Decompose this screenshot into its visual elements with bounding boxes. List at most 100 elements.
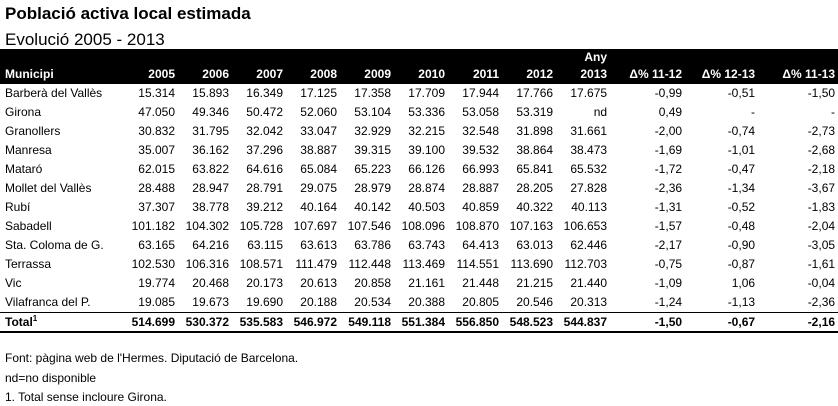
cell-value: 28.979: [354, 181, 391, 195]
cell-value: 33.047: [300, 124, 337, 138]
cell-value: 19.085: [138, 295, 175, 309]
cell-value: 20.858: [354, 276, 391, 290]
cell-value: -2,04: [807, 219, 836, 233]
cell-value: nd: [593, 105, 608, 119]
cell-value: 52.060: [300, 105, 337, 119]
header-col-7: 2011: [448, 65, 502, 84]
cell-value: -1,13: [727, 295, 756, 309]
cell-value: -0,52: [727, 200, 756, 214]
cell-value: 53.104: [354, 105, 391, 119]
cell-value: 65.532: [570, 162, 608, 176]
note-total: 1. Total sense incloure Girona.: [5, 390, 167, 404]
cell-value: 50.472: [246, 105, 283, 119]
cell-total-value: 549.118: [340, 312, 394, 333]
cell-value: -0,87: [727, 257, 756, 271]
cell-value: 31.898: [516, 124, 554, 138]
note-source: Font: pàgina web de l'Hermes. Diputació …: [5, 351, 299, 365]
cell-value: 107.163: [509, 219, 554, 233]
cell-municipi: Vic: [5, 276, 22, 290]
cell-value: 20.805: [462, 295, 499, 309]
cell-value: 27.828: [570, 181, 608, 195]
cell-value: -1,24: [654, 295, 683, 309]
cell-value: 29.075: [300, 181, 337, 195]
cell-value: 17.675: [570, 86, 608, 100]
cell-total-value: 548.523: [502, 312, 557, 333]
cell-value: -1,31: [654, 200, 683, 214]
header-col-9: 2013: [556, 65, 611, 84]
header-col-5: 2009: [340, 65, 394, 84]
cell-municipi: Manresa: [5, 143, 52, 157]
cell-value: 20.388: [408, 295, 445, 309]
cell-value: 37.296: [246, 143, 283, 157]
table-row: Vilafranca del P. 19.085 19.673 19.690 20.18…: [0, 293, 838, 313]
cell-value: -1,61: [807, 257, 836, 271]
table-row: Granollers 30.832 31.795 32.042 33.047 32.929…: [0, 122, 838, 141]
header-col-2: 2006: [178, 65, 232, 84]
table-row: Sabadell 101.182 104.302 105.728 107.697 107.…: [0, 217, 838, 236]
cell-municipi: Mataró: [5, 162, 43, 176]
cell-municipi: Sta. Coloma de G.: [5, 238, 104, 252]
cell-value: -2,36: [807, 295, 836, 309]
cell-value: 40.142: [354, 200, 391, 214]
header-row-any: Any: [0, 49, 838, 65]
cell-value: -0,75: [654, 257, 683, 271]
cell-value: -2,17: [654, 238, 683, 252]
cell-total-label: Total1: [0, 312, 120, 333]
cell-value: 63.743: [408, 238, 445, 252]
cell-value: 40.503: [408, 200, 445, 214]
cell-value: 104.302: [185, 219, 229, 233]
cell-value: -1,34: [727, 181, 756, 195]
cell-value: 108.571: [239, 257, 283, 271]
cell-value: 20.468: [192, 276, 229, 290]
cell-value: -: [831, 105, 836, 119]
cell-value: 64.216: [192, 238, 229, 252]
cell-value: -0,90: [727, 238, 756, 252]
header-col-6: 2010: [394, 65, 448, 84]
cell-value: 20.188: [300, 295, 337, 309]
cell-total-value: -1,50: [610, 312, 686, 333]
cell-value: 112.448: [348, 257, 392, 271]
cell-value: 32.215: [408, 124, 445, 138]
header-col-4: 2008: [286, 65, 340, 84]
cell-value: 17.125: [300, 86, 337, 100]
cell-value: -0,74: [727, 124, 756, 138]
cell-value: 20.546: [516, 295, 554, 309]
cell-value: -3,67: [807, 181, 836, 195]
cell-value: -1,09: [654, 276, 683, 290]
cell-value: 114.551: [456, 257, 500, 271]
cell-value: 64.616: [246, 162, 283, 176]
table-row: Barberà del Vallès 15.314 15.893 16.349 17.1…: [0, 84, 838, 103]
cell-value: 32.042: [246, 124, 283, 138]
cell-value: 66.126: [408, 162, 445, 176]
cell-value: 39.100: [408, 143, 445, 157]
cell-value: 62.015: [138, 162, 175, 176]
page-title: Població activa local estimada: [5, 4, 251, 23]
cell-value: 28.887: [462, 181, 499, 195]
cell-value: 63.165: [138, 238, 175, 252]
cell-value: -: [751, 105, 756, 119]
cell-value: 39.315: [354, 143, 391, 157]
cell-value: 40.859: [462, 200, 499, 214]
cell-value: 19.673: [192, 295, 229, 309]
cell-municipi: Granollers: [5, 124, 61, 138]
cell-value: 38.473: [570, 143, 608, 157]
cell-value: 1,06: [731, 276, 756, 290]
cell-value: 108.096: [401, 219, 445, 233]
cell-value: -2,00: [654, 124, 683, 138]
cell-total-value: 556.850: [448, 312, 502, 333]
cell-value: 65.841: [516, 162, 554, 176]
cell-value: 21.448: [462, 276, 499, 290]
cell-value: 47.050: [138, 105, 175, 119]
total-label: Total: [5, 315, 33, 329]
cell-value: 66.993: [462, 162, 499, 176]
cell-value: 111.479: [295, 257, 337, 271]
cell-municipi: Barberà del Vallès: [5, 86, 103, 100]
cell-value: 63.013: [516, 238, 554, 252]
cell-value: 15.893: [192, 86, 229, 100]
table-row: Sta. Coloma de G. 63.165 64.216 63.115 63.61…: [0, 236, 838, 255]
cell-value: 53.336: [408, 105, 445, 119]
cell-value: 17.944: [462, 86, 499, 100]
table-row: Mollet del Vallès 28.488 28.947 28.791 29.07…: [0, 179, 838, 198]
cell-value: 21.215: [516, 276, 554, 290]
